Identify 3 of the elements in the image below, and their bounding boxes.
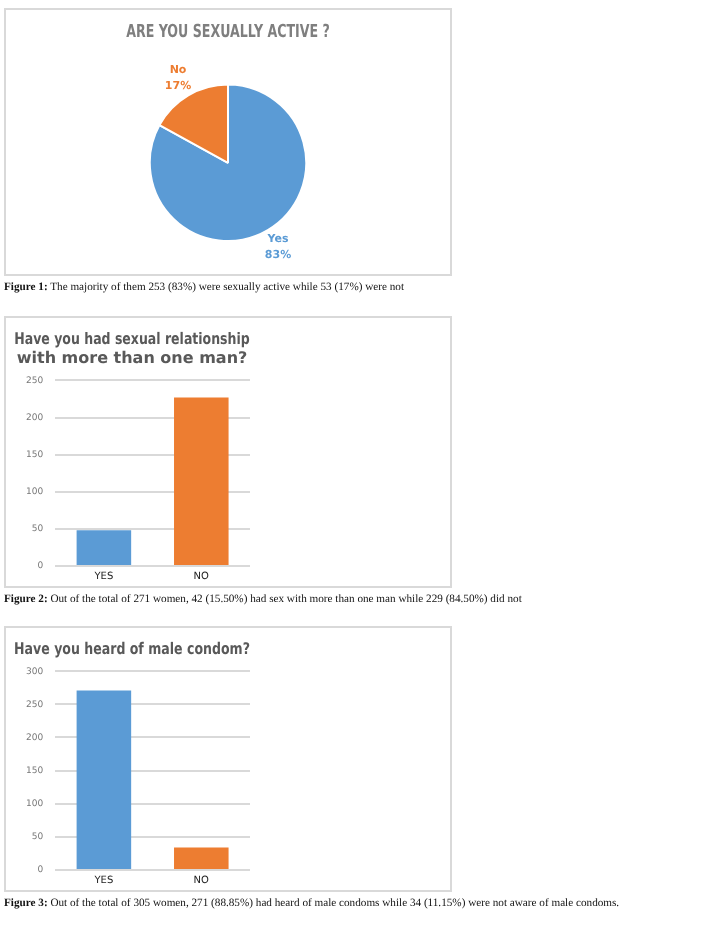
chart-title: ARE YOU SEXUALLY ACTIVE ? (126, 21, 330, 43)
chart-title: Have you heard of male condom? (14, 638, 250, 659)
chart-title: Have you had sexual relationship with more than one man? (14, 328, 250, 367)
